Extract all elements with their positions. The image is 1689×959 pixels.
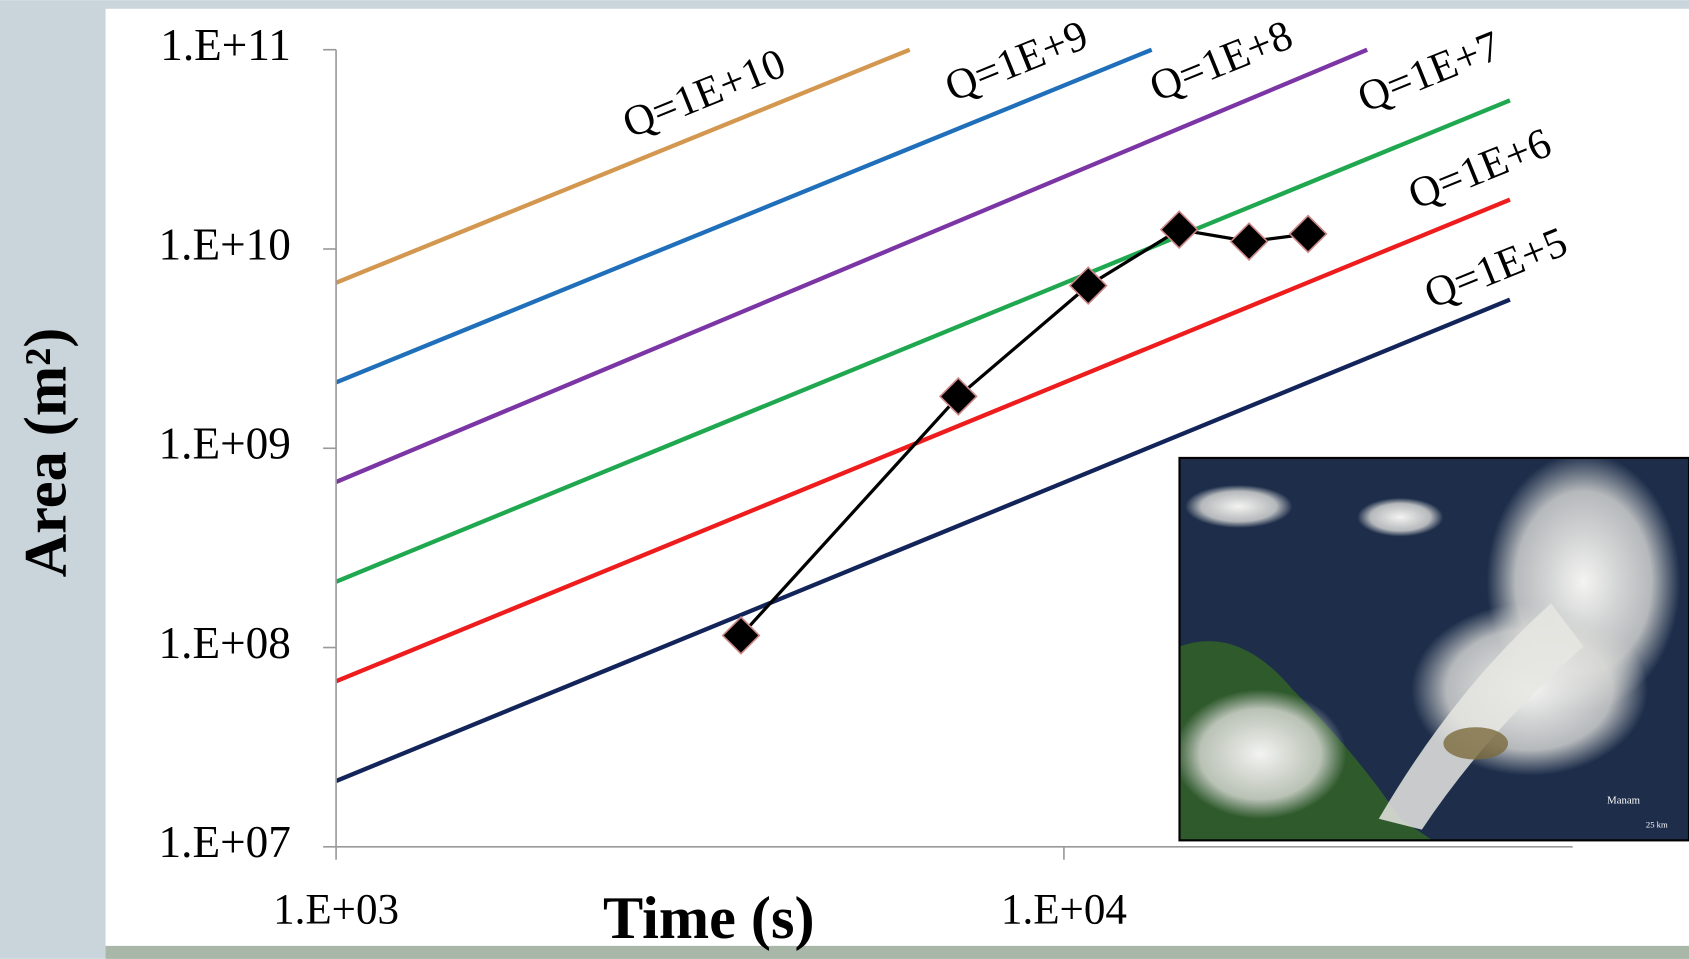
data-point <box>721 615 761 655</box>
q-line <box>335 98 1511 584</box>
x-tick-label: 1.E+04 <box>1001 886 1127 933</box>
inset-frame <box>1178 456 1689 842</box>
q-line <box>335 297 1511 783</box>
inset-ash <box>1443 727 1509 760</box>
x-axis-title: Time (s) <box>603 885 815 952</box>
bottom-strip <box>105 945 1689 959</box>
q-line <box>335 47 1369 485</box>
y-tick-label: 1.E+11 <box>160 20 291 70</box>
y-tick-label: 1.E+08 <box>159 618 291 668</box>
inset-image: Manam 25 km <box>1179 457 1689 841</box>
y-axis-title: Area (m²) <box>13 328 80 578</box>
inset-cloud <box>1179 689 1347 819</box>
inset-label: Manam <box>1607 795 1641 807</box>
data-point <box>1159 210 1199 250</box>
data-point <box>1288 214 1328 254</box>
q-line <box>335 47 911 285</box>
q-line <box>335 197 1511 684</box>
inset-cloud <box>1184 484 1293 528</box>
y-tick-label: 1.E+09 <box>159 419 291 469</box>
inset-cloud <box>1357 497 1444 537</box>
y-tick-label: 1.E+07 <box>159 817 291 867</box>
data-point <box>1068 266 1108 306</box>
inset-plume <box>1378 603 1584 830</box>
x-tick-label: 1.E+03 <box>273 886 399 933</box>
inset-label: 25 km <box>1646 819 1668 829</box>
y-tick-label: 1.E+10 <box>159 219 291 269</box>
q-line <box>335 47 1153 385</box>
data-point <box>938 376 978 416</box>
data-point <box>1229 222 1269 261</box>
